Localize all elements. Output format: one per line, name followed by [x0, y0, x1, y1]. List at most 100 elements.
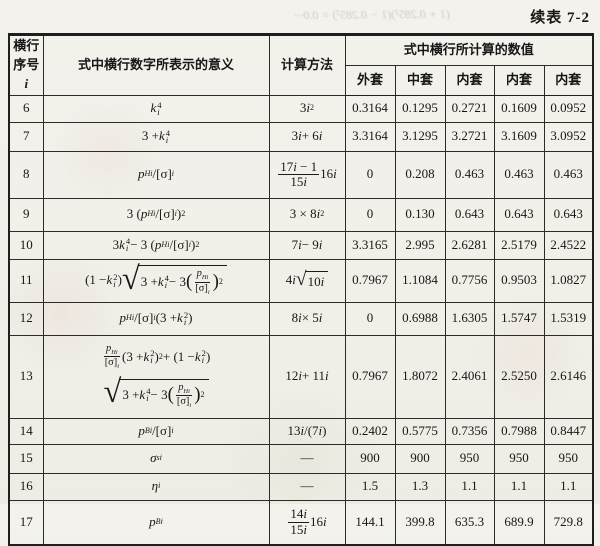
value-cell: 1.5 [344, 472, 396, 501]
value-cell: 0 [344, 197, 396, 232]
meaning-cell: p Bi/[σ] i [42, 417, 270, 445]
value-cell: 399.8 [394, 499, 446, 546]
value-cell: 3.2721 [444, 121, 495, 152]
value-cell: 2.6146 [543, 334, 594, 419]
value-cell: 0 [344, 301, 396, 336]
value-cell: 0.463 [444, 150, 495, 199]
formula: p Bi [149, 513, 163, 529]
value-cell: 950 [493, 443, 545, 474]
method-cell: 14i 15i 16 i [268, 499, 346, 546]
value-cell: 0.7756 [444, 258, 495, 303]
meaning-cell: p Hi/[σ] i (3 + k 2 i) [42, 301, 270, 336]
value-cell: 3.1295 [394, 121, 446, 152]
value-cell: 0.463 [493, 150, 545, 199]
value-cell: 2.6281 [444, 230, 495, 260]
header-row-index: 横行 序号 i [8, 34, 44, 96]
header-method: 计算方法 [268, 34, 346, 96]
value-cell: 144.1 [344, 499, 396, 546]
table-row: 8 p Hi/[σ] i 17i − 1 15i 16 i 0 0.208 0.463 0… [8, 150, 594, 199]
value-cell: 3.0952 [543, 121, 594, 152]
formula: 14i 15i 16 i [288, 506, 327, 537]
value-cell: 1.5319 [543, 301, 594, 336]
value-cell: 729.8 [543, 499, 594, 546]
value-cell: 0.208 [394, 150, 446, 199]
method-cell: — [268, 472, 346, 501]
formula: 17i − 1 15i 16 i [278, 158, 337, 190]
method-cell: 12 i + 11 i [268, 334, 346, 419]
ink-bleed-through-text: (1 + 0.285²)(1 − 0.285²) = 0.0··· [294, 6, 451, 23]
value-cell: 0.463 [543, 150, 594, 199]
header-row-index-line2: 序号 i [13, 56, 40, 91]
value-cell: 0.7967 [344, 334, 396, 419]
value-cell: 1.0827 [543, 258, 594, 303]
value-cell: 0.643 [444, 197, 495, 232]
row-index-cell: 16 [8, 472, 44, 501]
formula: 3 (p Hi/[σ] i) 2 [126, 206, 186, 222]
table-row: 15 σ si — 900 900 950 950 950 [8, 443, 594, 474]
value-cell: 1.6305 [444, 301, 495, 336]
value-cell: 0.6988 [394, 301, 446, 336]
method-cell: 13 i/(7 i) [268, 417, 346, 445]
row-index-cell: 9 [8, 197, 44, 232]
row-index-cell: 8 [8, 150, 44, 199]
header-col-outer-sleeve: 外套 [344, 64, 396, 96]
header-row-2: 外套 中套 内套 内套 内套 [9, 64, 594, 96]
row-index-cell: 10 [8, 230, 44, 260]
value-cell: 3.3165 [344, 230, 396, 260]
table-row: 17 p Bi 14i 15i 16 i 144.1 399.8 635.3 689.9… [8, 499, 594, 546]
value-cell: 0.3164 [344, 94, 396, 123]
meaning-cell: σ si [42, 443, 270, 474]
value-cell: 900 [394, 443, 446, 474]
value-cell: 2.995 [394, 230, 446, 260]
value-cell: 3.3164 [344, 121, 396, 152]
value-cell: 950 [543, 443, 594, 474]
value-cell: 0.1609 [493, 94, 545, 123]
value-cell: 1.3 [394, 472, 446, 501]
value-cell: 0.7988 [493, 417, 545, 445]
header-col-inner-sleeve-2: 内套 [493, 64, 545, 96]
value-cell: 1.1 [543, 472, 594, 501]
row-index-cell: 15 [8, 443, 44, 474]
row-index-cell: 6 [8, 94, 44, 123]
value-cell: 950 [444, 443, 495, 474]
formula: 13 i/(7 i) [287, 422, 327, 438]
formula: p Bi/[σ] i [138, 422, 174, 438]
method-cell: — [268, 443, 346, 474]
row-index-cell: 17 [8, 499, 44, 546]
row-index-cell: 14 [8, 417, 44, 445]
header-row-1: 横行 序号 i 式中横行数字所表示的意义 计算方法 式中横行所计算的数值 [8, 34, 594, 96]
value-cell: 1.5747 [493, 301, 545, 336]
formula: — [300, 450, 314, 466]
value-cell: 0.2721 [444, 94, 495, 123]
meaning-cell: p Bi [42, 499, 270, 546]
value-cell: 0.5775 [394, 417, 446, 445]
value-cell: 0 [344, 150, 396, 199]
value-cell: 0.2402 [344, 417, 396, 445]
meaning-cell: p Hi/[σ] i [42, 150, 270, 199]
value-cell: 0.7356 [444, 417, 495, 445]
formula: p Hi/[σ] i [137, 166, 175, 182]
